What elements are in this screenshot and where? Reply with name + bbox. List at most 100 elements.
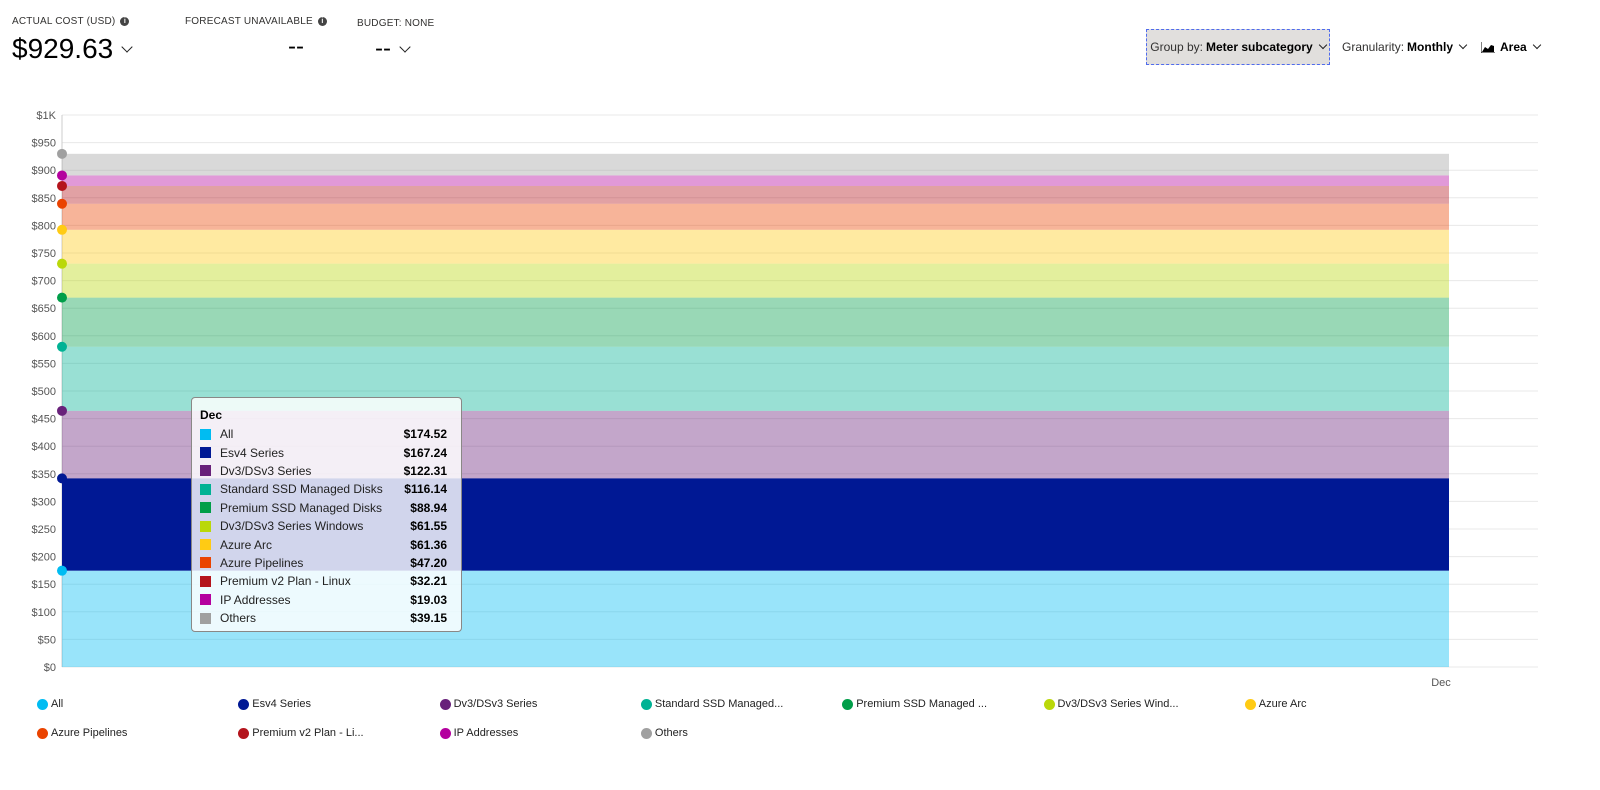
area-chart-icon: [1481, 41, 1495, 53]
tooltip-series-value: $19.03: [410, 592, 447, 607]
tooltip-series-name: Esv4 Series: [220, 445, 285, 460]
y-tick-label: $950: [32, 138, 56, 150]
y-tick-label: $650: [32, 303, 56, 315]
y-tick-label: $500: [32, 386, 56, 398]
y-tick-label: $150: [32, 579, 56, 591]
tooltip-row: IP Addresses $19.03: [200, 591, 447, 609]
y-tick-label: $900: [32, 165, 56, 177]
legend-label: IP Addresses: [453, 727, 519, 739]
tooltip-series-name: Azure Pipelines: [220, 555, 304, 570]
tooltip-row: Dv3/DSv3 Series $122.31: [200, 462, 447, 480]
tooltip-series-name: Azure Arc: [220, 537, 273, 552]
tooltip-series-value: $122.31: [403, 463, 447, 478]
data-point[interactable]: [57, 341, 67, 352]
legend-dot-icon: [842, 698, 854, 710]
legend-item[interactable]: Azure Pipelines: [37, 727, 127, 739]
series-swatch: [200, 557, 211, 569]
granularity-dropdown[interactable]: Granularity: Monthly: [1342, 29, 1468, 65]
y-tick-label: $400: [32, 441, 56, 453]
legend-item[interactable]: Standard SSD Managed...: [640, 698, 783, 710]
granularity-label: Granularity:: [1342, 40, 1405, 54]
series-swatch: [200, 428, 211, 440]
legend-item[interactable]: Premium SSD Managed ...: [842, 698, 987, 710]
tooltip-row: Dv3/DSv3 Series Windows $61.55: [200, 517, 447, 535]
legend-item[interactable]: Dv3/DSv3 Series: [439, 698, 537, 710]
legend-item[interactable]: Premium v2 Plan - Li...: [238, 727, 364, 739]
legend-item[interactable]: Azure Arc: [1244, 698, 1307, 710]
area-others[interactable]: [62, 153, 1449, 176]
forecast-kpi: FORECAST UNAVAILABLE i --: [185, 16, 327, 61]
group-by-value: Meter subcategory: [1206, 40, 1313, 54]
chart-type-dropdown[interactable]: Area: [1481, 29, 1541, 65]
tooltip-series-value: $174.52: [403, 427, 447, 442]
tooltip-row: Azure Arc $61.36: [200, 535, 447, 553]
area-ip-addresses[interactable]: [62, 175, 1449, 186]
tooltip-row: Standard SSD Managed Disks $116.14: [200, 480, 447, 498]
series-swatch: [200, 502, 211, 514]
legend-item[interactable]: Dv3/DSv3 Series Wind...: [1043, 698, 1179, 710]
legend-label: Dv3/DSv3 Series Wind...: [1057, 698, 1179, 710]
legend-dot-icon: [1043, 698, 1055, 710]
info-icon[interactable]: i: [317, 17, 327, 26]
data-point[interactable]: [57, 405, 67, 416]
data-point[interactable]: [57, 473, 67, 484]
legend-dot-icon: [439, 698, 451, 710]
data-point[interactable]: [57, 180, 67, 191]
legend-dot-icon: [640, 698, 652, 710]
data-point[interactable]: [57, 148, 67, 159]
legend-label: Premium v2 Plan - Li...: [252, 727, 364, 739]
area-dv3-dsv3-series-windows[interactable]: [62, 263, 1449, 298]
y-tick-label: $250: [32, 524, 56, 536]
legend-label: Azure Arc: [1258, 698, 1307, 710]
tooltip-row: Premium SSD Managed Disks $88.94: [200, 499, 447, 517]
legend-dot-icon: [238, 698, 250, 710]
forecast-label: FORECAST UNAVAILABLE: [185, 16, 313, 27]
actual-cost-kpi: ACTUAL COST (USD) i $929.63: [12, 16, 133, 65]
actual-cost-value: $929.63: [12, 33, 114, 64]
info-icon[interactable]: i: [120, 17, 130, 26]
data-point[interactable]: [57, 258, 67, 269]
legend-label: Azure Pipelines: [51, 727, 128, 739]
data-point[interactable]: [57, 170, 67, 181]
area-premium-v2-plan-linux[interactable]: [62, 185, 1449, 204]
y-tick-label: $100: [32, 607, 56, 619]
data-point[interactable]: [57, 292, 67, 303]
legend-label: Others: [654, 727, 688, 739]
area-premium-ssd-managed-disks[interactable]: [62, 297, 1449, 347]
legend-item[interactable]: Esv4 Series: [238, 698, 311, 710]
x-tick-label: Dec: [1431, 677, 1451, 689]
tooltip-series-value: $116.14: [404, 482, 447, 497]
cost-area-chart: $0 $50 $100 $150 $200 $250 $300 $350 $400 $450 $50…: [32, 110, 1538, 689]
series-swatch: [200, 483, 211, 495]
y-tick-label: $600: [32, 331, 56, 343]
tooltip-series-name: Premium SSD Managed Disks: [220, 500, 383, 515]
data-point[interactable]: [57, 224, 67, 235]
actual-cost-label: ACTUAL COST (USD): [12, 16, 116, 27]
tooltip-row: Premium v2 Plan - Linux $32.21: [200, 572, 447, 590]
y-tick-label: $550: [32, 358, 56, 370]
group-by-dropdown[interactable]: Group by: Meter subcategory: [1146, 29, 1330, 65]
legend-dot-icon: [1244, 698, 1256, 710]
data-point[interactable]: [57, 565, 67, 576]
legend-item[interactable]: IP Addresses: [439, 727, 519, 739]
legend-dot-icon: [37, 727, 48, 739]
tooltip-row: Others $39.15: [200, 609, 447, 627]
series-swatch: [200, 447, 211, 459]
tooltip-series-value: $39.15: [410, 611, 447, 626]
series-swatch: [200, 539, 211, 551]
tooltip-series-name: Others: [220, 611, 257, 626]
tooltip-series-value: $167.24: [403, 445, 447, 460]
area-azure-arc[interactable]: [62, 229, 1449, 264]
budget-value: --: [375, 35, 391, 62]
y-tick-label: $800: [32, 220, 56, 232]
legend-dot-icon: [640, 727, 652, 739]
y-tick-label: $50: [38, 634, 56, 646]
tooltip-series-name: Premium v2 Plan - Linux: [220, 574, 351, 589]
tooltip-row: Esv4 Series $167.24: [200, 443, 447, 461]
area-azure-pipelines[interactable]: [62, 203, 1449, 230]
data-point[interactable]: [57, 198, 67, 209]
legend-item[interactable]: All: [37, 698, 63, 710]
tooltip-series-name: IP Addresses: [220, 592, 291, 607]
series-swatch: [200, 520, 211, 532]
legend-item[interactable]: Others: [640, 727, 688, 739]
